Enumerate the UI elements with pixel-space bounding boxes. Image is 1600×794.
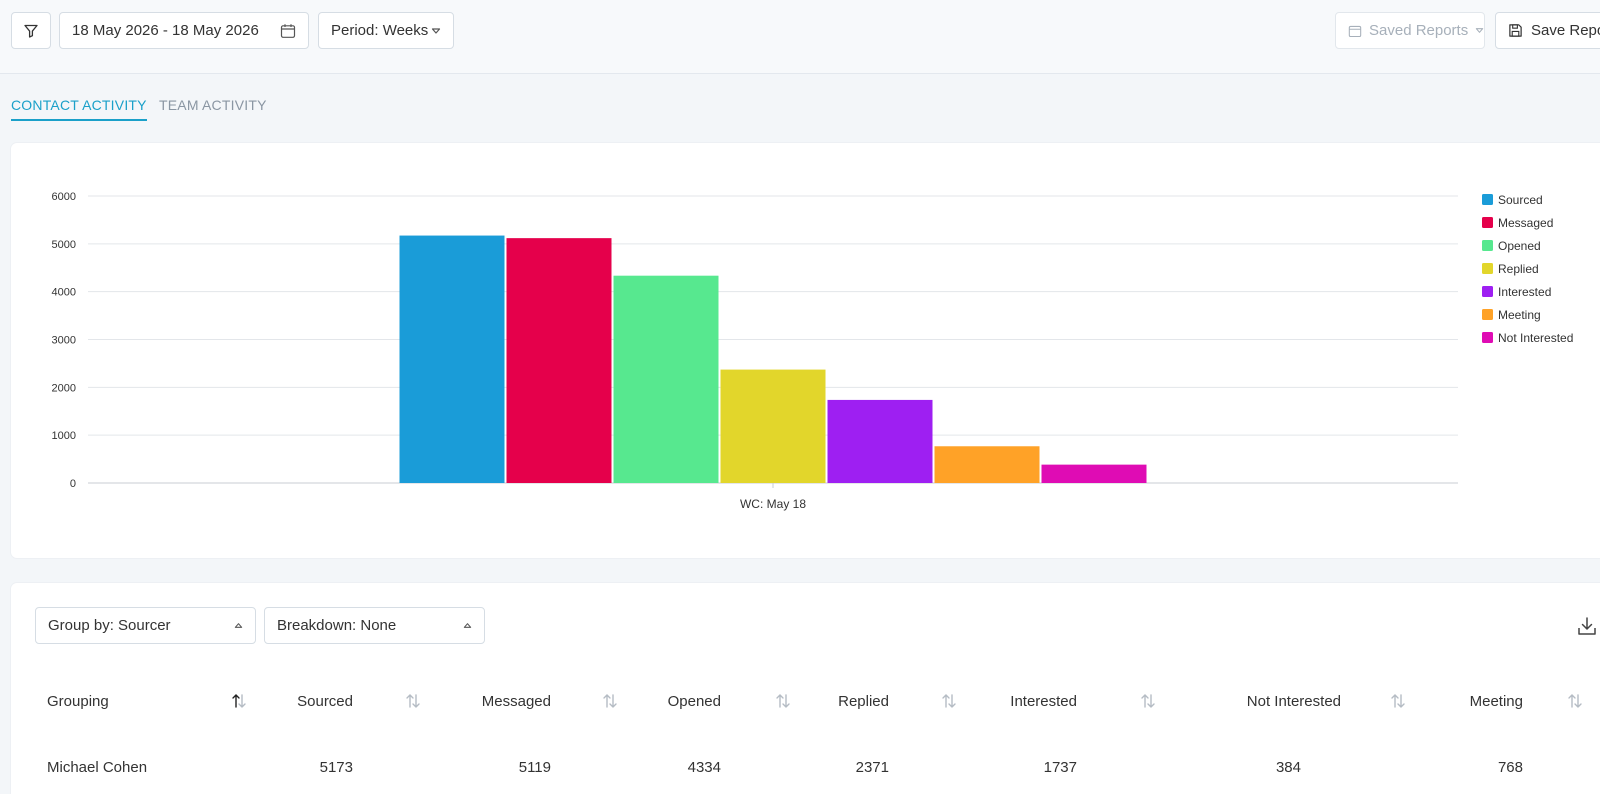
legend-swatch (1482, 332, 1493, 343)
column-header-not-interested[interactable]: Not Interested (1246, 693, 1341, 710)
sort-arrows-icon[interactable] (1565, 691, 1585, 711)
legend-label: Opened (1498, 239, 1541, 253)
legend-swatch (1482, 286, 1493, 297)
bar-replied (720, 369, 826, 483)
caret-up-icon (234, 623, 243, 628)
y-tick-label: 1000 (52, 430, 76, 442)
bar-meeting (934, 446, 1040, 483)
period-select[interactable]: Period: Weeks (318, 12, 454, 49)
date-range-text: 18 May 2026 - 18 May 2026 (72, 22, 259, 39)
report-toolbar: 18 May 2026 - 18 May 2026 Period: Weeks … (0, 0, 1600, 74)
floppy-disk-icon (1509, 24, 1522, 37)
y-tick-label: 3000 (52, 335, 76, 347)
filter-button[interactable] (11, 12, 51, 49)
tab-team-activity[interactable]: TEAM ACTIVITY (159, 97, 267, 113)
calendar-icon (280, 23, 296, 38)
legend-label: Not Interested (1498, 331, 1573, 345)
cell-interested: 1737 (1043, 759, 1077, 776)
bar-interested (827, 399, 933, 483)
legend-label: Sourced (1498, 193, 1543, 207)
sort-ascending-icon[interactable] (229, 691, 249, 711)
save-report-label: Save Report (1531, 22, 1600, 39)
column-header-interested[interactable]: Interested (1010, 693, 1077, 710)
table-card: Group by: Sourcer Breakdown: None Groupi… (11, 583, 1600, 794)
caret-down-icon (431, 27, 441, 34)
y-tick-label: 2000 (52, 382, 76, 394)
cell-messaged: 5119 (518, 759, 551, 776)
saved-reports-dropdown[interactable]: Saved Reports (1335, 12, 1485, 49)
caret-down-icon (1476, 28, 1484, 33)
legend-label: Meeting (1498, 308, 1541, 322)
legend-label: Messaged (1498, 216, 1553, 230)
sort-arrows-icon[interactable] (1138, 691, 1158, 711)
caret-up-icon (463, 623, 472, 628)
period-select-label: Period: Weeks (331, 22, 429, 39)
y-tick-label: 0 (70, 478, 76, 490)
legend-swatch (1482, 309, 1493, 320)
column-header-meeting[interactable]: Meeting (1469, 693, 1523, 710)
column-header-grouping[interactable]: Grouping (47, 693, 109, 710)
tab-contact-activity[interactable]: CONTACT ACTIVITY (11, 97, 147, 121)
cell-grouping: Michael Cohen (47, 759, 148, 776)
date-range-picker[interactable]: 18 May 2026 - 18 May 2026 (59, 12, 309, 49)
chart-card: 0 1000 2000 3000 4000 5000 6000 WC: May 18 Sourc… (11, 143, 1600, 558)
y-tick-label: 6000 (52, 191, 76, 203)
calendar-icon (1348, 25, 1362, 37)
cell-opened: 4334 (687, 759, 721, 776)
contact-activity-bar-chart: 0 1000 2000 3000 4000 5000 6000 WC: May 18 Sourc… (52, 191, 1574, 511)
sort-arrows-icon[interactable] (1388, 691, 1408, 711)
bar-not-interested (1041, 464, 1147, 483)
sort-arrows-icon[interactable] (773, 691, 793, 711)
bar-opened (613, 275, 719, 483)
y-tick-label: 5000 (52, 239, 76, 251)
breakdown-select[interactable]: Breakdown: None (264, 607, 485, 644)
cell-replied: 2371 (855, 759, 889, 776)
column-header-replied[interactable]: Replied (838, 693, 889, 710)
x-category-label: WC: May 18 (740, 497, 806, 511)
column-header-sourced[interactable]: Sourced (297, 693, 353, 710)
legend-swatch (1482, 217, 1493, 228)
group-by-label: Group by: Sourcer (48, 617, 171, 634)
saved-reports-label: Saved Reports (1369, 22, 1469, 39)
group-by-select[interactable]: Group by: Sourcer (35, 607, 256, 644)
sort-arrows-icon[interactable] (600, 691, 620, 711)
column-header-opened[interactable]: Opened (667, 693, 721, 710)
cell-sourced: 5173 (319, 759, 353, 776)
bar-sourced (399, 235, 505, 483)
cell-not-interested: 384 (1275, 759, 1301, 776)
legend-swatch (1482, 240, 1493, 251)
legend-swatch (1482, 263, 1493, 274)
legend-label: Interested (1498, 285, 1551, 299)
y-tick-label: 4000 (52, 287, 76, 299)
filter-icon (24, 24, 38, 38)
cell-meeting: 768 (1497, 759, 1523, 776)
legend-label: Replied (1498, 262, 1539, 276)
bar-messaged (506, 238, 612, 483)
breakdown-label: Breakdown: None (277, 617, 397, 634)
legend-swatch (1482, 194, 1493, 205)
column-header-messaged[interactable]: Messaged (481, 693, 551, 710)
sort-arrows-icon[interactable] (403, 691, 423, 711)
sort-arrows-icon[interactable] (939, 691, 959, 711)
save-report-button[interactable]: Save Report (1495, 12, 1600, 49)
download-icon[interactable] (1576, 615, 1598, 637)
